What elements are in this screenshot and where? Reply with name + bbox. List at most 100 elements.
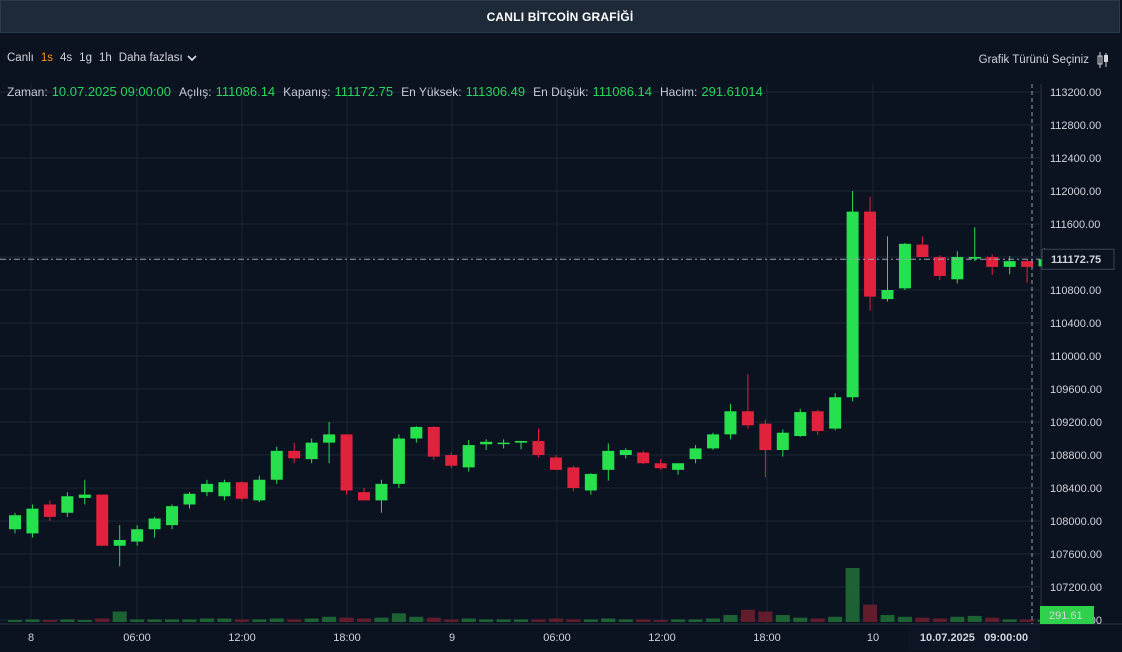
volume-bar bbox=[688, 619, 703, 622]
candle-body[interactable] bbox=[9, 515, 21, 530]
candle-body[interactable] bbox=[811, 411, 824, 432]
volume-bar bbox=[287, 619, 302, 622]
candle-body[interactable] bbox=[305, 442, 318, 460]
candle-body[interactable] bbox=[410, 426, 423, 439]
price-tick-label: 110000.00 bbox=[1050, 351, 1101, 363]
candle-body[interactable] bbox=[148, 518, 161, 530]
candle-body[interactable] bbox=[986, 257, 999, 267]
candle-body[interactable] bbox=[270, 450, 283, 480]
candle-body[interactable] bbox=[637, 452, 650, 464]
candle-body[interactable] bbox=[794, 412, 807, 437]
candle-body[interactable] bbox=[427, 426, 440, 457]
candle-body[interactable] bbox=[43, 504, 56, 517]
volume-bar bbox=[1020, 619, 1035, 622]
volume-bar bbox=[863, 604, 878, 622]
candle-body[interactable] bbox=[166, 506, 179, 526]
volume-bar bbox=[8, 620, 22, 622]
chart-type-selector[interactable]: Grafik Türünü Seçiniz bbox=[979, 51, 1110, 69]
candle-body[interactable] bbox=[340, 434, 353, 491]
volume-bar bbox=[444, 619, 459, 622]
candle-body[interactable] bbox=[898, 243, 911, 289]
volume-bar bbox=[1002, 619, 1017, 622]
candle-body[interactable] bbox=[672, 463, 685, 470]
candle-body[interactable] bbox=[288, 450, 301, 459]
candle-body[interactable] bbox=[515, 440, 528, 443]
candle-body[interactable] bbox=[829, 397, 842, 429]
volume-bar bbox=[77, 620, 92, 622]
volume-bar bbox=[793, 617, 808, 622]
volume-bar bbox=[583, 619, 598, 622]
candle-body[interactable] bbox=[584, 473, 597, 491]
candle-body[interactable] bbox=[358, 492, 370, 501]
more-timeframes-button[interactable]: Daha fazlası bbox=[119, 52, 197, 64]
candle-body[interactable] bbox=[916, 244, 929, 257]
candle-body[interactable] bbox=[567, 467, 580, 488]
volume-bar bbox=[706, 618, 720, 622]
candle-body[interactable] bbox=[1003, 261, 1016, 267]
volume-bar bbox=[199, 618, 214, 622]
volume-bar bbox=[514, 619, 529, 622]
candle-body[interactable] bbox=[532, 440, 545, 455]
candlestick-chart[interactable]: 113200.00 112800.00 112400.00 112000.00 1116… bbox=[0, 84, 1122, 652]
candle-body[interactable] bbox=[218, 482, 231, 497]
volume-bar bbox=[234, 619, 249, 622]
candle-body[interactable] bbox=[759, 423, 772, 451]
volume-bar bbox=[845, 568, 860, 622]
candle-body[interactable] bbox=[78, 494, 91, 498]
candle-body[interactable] bbox=[741, 411, 754, 426]
volume-bar bbox=[671, 619, 686, 622]
volume-bar bbox=[165, 619, 180, 622]
high-value: 111306.49 bbox=[465, 84, 526, 99]
candle-body[interactable] bbox=[323, 434, 336, 443]
candle-body[interactable] bbox=[26, 508, 39, 534]
candle-body[interactable] bbox=[462, 445, 475, 468]
crosshair-price-label: 111172.75 bbox=[1051, 254, 1101, 266]
candle-body[interactable] bbox=[375, 483, 388, 501]
high-label: En Yüksek: bbox=[401, 85, 462, 99]
volume-bar bbox=[60, 619, 75, 622]
candle-body[interactable] bbox=[968, 257, 981, 259]
candle-body[interactable] bbox=[253, 479, 266, 501]
candle-body[interactable] bbox=[480, 441, 493, 445]
candle-body[interactable] bbox=[951, 257, 964, 280]
price-tick-label: 107200.00 bbox=[1050, 582, 1102, 594]
candle-body[interactable] bbox=[131, 529, 144, 542]
candle-body[interactable] bbox=[654, 463, 667, 469]
candle-body[interactable] bbox=[724, 411, 737, 435]
candle-body[interactable] bbox=[61, 496, 74, 513]
candle-body[interactable] bbox=[549, 457, 562, 470]
candle-body[interactable] bbox=[96, 494, 109, 546]
candle-body[interactable] bbox=[602, 450, 615, 470]
more-timeframes-label: Daha fazlası bbox=[118, 52, 183, 64]
volume-label-box bbox=[1040, 606, 1094, 624]
candle-body[interactable] bbox=[200, 483, 213, 493]
timeframe-1s-button[interactable]: 1s bbox=[40, 52, 54, 64]
volume-bar bbox=[479, 619, 494, 622]
timeframe-1h-button[interactable]: 1h bbox=[98, 52, 112, 64]
timeframe-4s-button[interactable]: 4s bbox=[60, 52, 73, 64]
candle-body[interactable] bbox=[881, 290, 894, 300]
candle-body[interactable] bbox=[392, 438, 405, 484]
live-button[interactable]: Canlı bbox=[7, 52, 34, 64]
candle-body[interactable] bbox=[933, 257, 946, 276]
candle-body[interactable] bbox=[707, 434, 719, 449]
candle-body[interactable] bbox=[619, 450, 632, 455]
candle-body[interactable] bbox=[183, 493, 196, 505]
price-tick-label: 108400.00 bbox=[1050, 483, 1102, 495]
candle-body[interactable] bbox=[235, 482, 248, 499]
price-tick-label: 113200.00 bbox=[1050, 87, 1101, 99]
candle-body[interactable] bbox=[497, 442, 510, 445]
timeframe-1g-button[interactable]: 1g bbox=[79, 52, 92, 64]
candle-body[interactable] bbox=[113, 539, 126, 546]
volume-bar bbox=[357, 618, 371, 622]
low-label: En Düşük: bbox=[533, 85, 589, 99]
toolbar: Canlı 1s 4s 1g 1h Daha fazlası Grafik Tü… bbox=[0, 34, 1122, 84]
volume-bar bbox=[636, 619, 651, 622]
candle-body[interactable] bbox=[776, 432, 789, 451]
chevron-down-icon bbox=[187, 54, 197, 61]
candle-body[interactable] bbox=[1021, 261, 1034, 267]
candle-body[interactable] bbox=[689, 448, 702, 460]
candle-body[interactable] bbox=[846, 211, 859, 398]
candle-body[interactable] bbox=[864, 211, 877, 297]
candle-body[interactable] bbox=[445, 455, 458, 466]
